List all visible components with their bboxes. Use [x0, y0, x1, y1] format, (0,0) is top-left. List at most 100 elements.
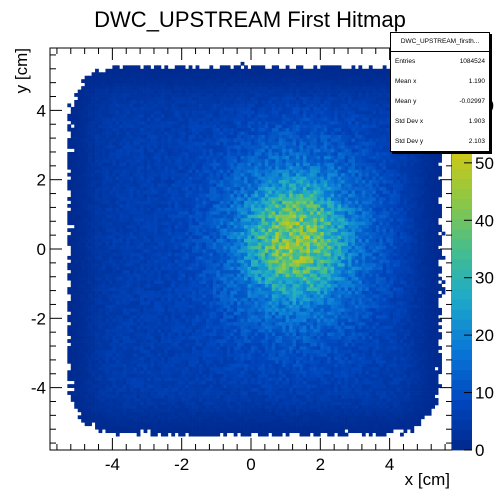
heatmap-cell: [91, 356, 96, 361]
heatmap-cell: [153, 127, 158, 132]
heatmap-cell: [199, 398, 203, 402]
heatmap-cell: [147, 311, 151, 316]
heatmap-cell: [195, 339, 200, 343]
heatmap-cell: [147, 207, 151, 212]
heatmap-cell: [91, 352, 96, 357]
heatmap-cell: [115, 141, 120, 146]
heatmap-cell: [122, 120, 127, 125]
heatmap-cell: [126, 193, 131, 198]
heatmap-cell: [171, 183, 176, 187]
heatmap-cell: [167, 190, 172, 194]
heatmap-cell: [101, 214, 106, 219]
heatmap-cell: [181, 294, 186, 298]
heatmap-cell: [219, 99, 224, 104]
heatmap-cell: [230, 110, 235, 115]
heatmap-cell: [88, 342, 92, 347]
heatmap-cell: [212, 131, 217, 135]
heatmap-cell: [212, 404, 217, 409]
heatmap-cell: [199, 318, 203, 323]
heatmap-cell: [112, 387, 117, 392]
heatmap-cell: [188, 210, 193, 215]
heatmap-cell: [216, 228, 221, 233]
heatmap-cell: [212, 276, 217, 281]
heatmap-cell: [88, 179, 92, 184]
heatmap-cell: [157, 304, 162, 309]
heatmap-cell: [153, 280, 158, 285]
heatmap-cell: [195, 294, 200, 298]
heatmap-cell: [88, 422, 92, 427]
heatmap-cell: [119, 266, 124, 271]
heatmap-cell: [95, 425, 99, 430]
heatmap-cell: [209, 266, 214, 271]
heatmap-cell: [84, 255, 89, 260]
heatmap-cell: [70, 141, 75, 146]
heatmap-cell: [188, 318, 193, 323]
heatmap-cell: [101, 186, 106, 191]
heatmap-cell: [174, 259, 179, 264]
heatmap-cell: [119, 328, 124, 333]
heatmap-cell: [219, 370, 224, 375]
heatmap-cell: [153, 352, 158, 357]
heatmap-cell: [129, 387, 134, 392]
heatmap-cell: [223, 75, 228, 80]
heatmap-cell: [153, 217, 158, 222]
heatmap-cell: [171, 283, 176, 288]
heatmap-cell: [178, 384, 183, 388]
heatmap-cell: [223, 93, 228, 97]
heatmap-cell: [70, 287, 75, 291]
heatmap-cell: [153, 307, 158, 312]
heatmap-cell: [67, 300, 72, 305]
heatmap-cell: [122, 411, 127, 416]
heatmap-cell: [105, 169, 110, 174]
heatmap-cell: [233, 429, 238, 434]
heatmap-cell: [81, 158, 86, 163]
heatmap-cell: [153, 283, 158, 288]
heatmap-cell: [126, 86, 131, 90]
heatmap-cell: [70, 162, 75, 167]
heatmap-cell: [84, 162, 89, 167]
heatmap-cell: [188, 183, 193, 187]
heatmap-cell: [91, 373, 96, 378]
heatmap-cell: [185, 214, 189, 219]
heatmap-cell: [81, 287, 86, 291]
heatmap-cell: [181, 311, 186, 316]
heatmap-cell: [129, 356, 134, 361]
heatmap-cell: [202, 169, 207, 174]
heatmap-cell: [212, 328, 217, 333]
heatmap-cell: [233, 335, 238, 340]
heatmap-cell: [188, 131, 193, 135]
heatmap-cell: [77, 387, 82, 392]
heatmap-cell: [157, 120, 162, 125]
heatmap-cell: [108, 415, 113, 420]
heatmap-cell: [91, 210, 96, 215]
heatmap-cell: [140, 273, 144, 278]
heatmap-cell: [209, 228, 214, 233]
heatmap-cell: [112, 352, 117, 357]
heatmap-cell: [105, 141, 110, 146]
heatmap-cell: [126, 217, 131, 222]
heatmap-cell: [91, 366, 96, 371]
heatmap-cell: [133, 373, 137, 378]
heatmap-cell: [119, 300, 124, 305]
heatmap-cell: [226, 131, 231, 135]
heatmap-cell: [133, 183, 137, 187]
heatmap-cell: [205, 96, 210, 101]
heatmap-cell: [133, 134, 137, 139]
heatmap-cell: [195, 307, 200, 312]
heatmap-cell: [174, 401, 179, 406]
heatmap-cell: [164, 384, 169, 388]
heatmap-cell: [192, 210, 196, 215]
heatmap-cell: [136, 294, 141, 298]
heatmap-cell: [192, 245, 196, 250]
heatmap-cell: [67, 391, 72, 395]
heatmap-cell: [74, 134, 79, 139]
heatmap-cell: [216, 249, 221, 253]
heatmap-cell: [126, 238, 131, 243]
heatmap-cell: [133, 325, 137, 330]
heatmap-cell: [209, 307, 214, 312]
heatmap-cell: [129, 210, 134, 215]
heatmap-cell: [185, 255, 189, 260]
heatmap-cell: [81, 151, 86, 156]
heatmap-cell: [74, 273, 79, 278]
heatmap-cell: [108, 103, 113, 108]
